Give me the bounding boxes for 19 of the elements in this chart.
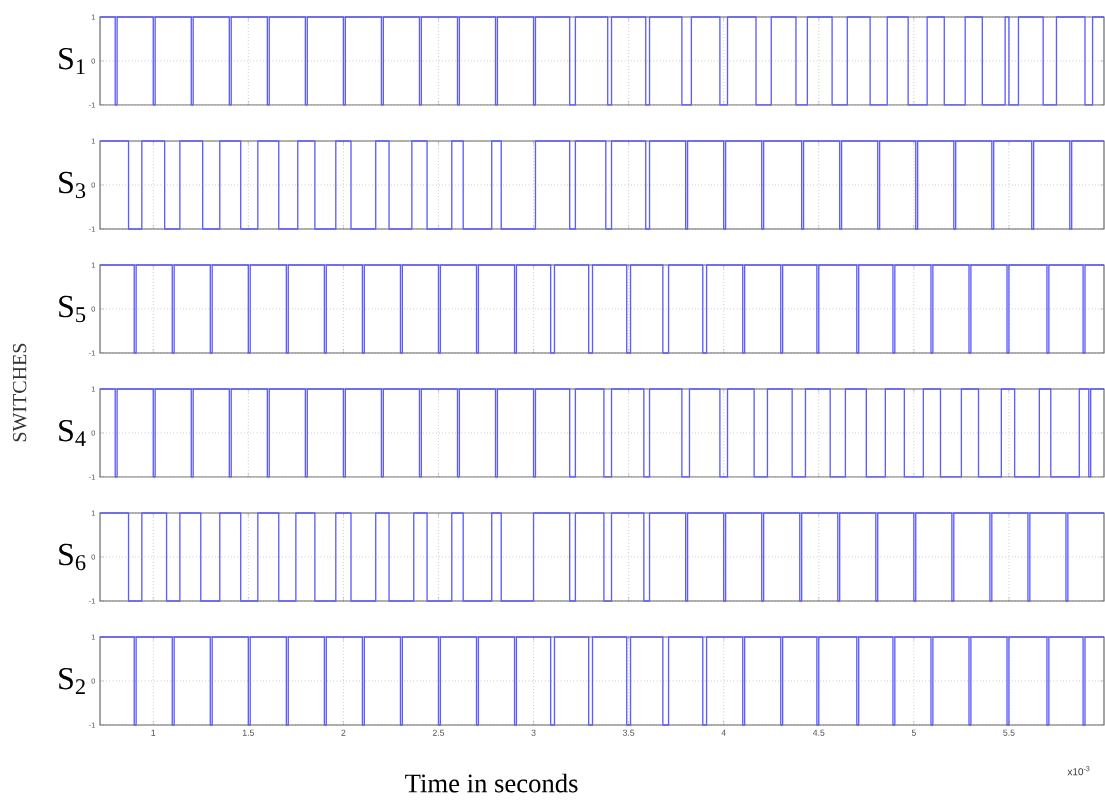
x-tick-label: 5 <box>911 729 916 736</box>
x-tick-label: 2 <box>341 729 346 736</box>
x-tick-label: 1.5 <box>242 729 254 736</box>
x-tick-label: 1 <box>151 729 156 736</box>
y-axis-title: S$_{3}$ <box>59 171 86 199</box>
y-axis-title: S$_{4}$ <box>59 419 86 447</box>
x-tick-label: 2.5 <box>432 729 445 736</box>
y-axis-title: S$_{5}$ <box>59 295 86 323</box>
x-tick-label: 5.5 <box>1003 729 1015 736</box>
x-tick-label: 3.5 <box>622 729 635 736</box>
y-axis-title: S$_{1}$ <box>59 47 85 75</box>
x-tick-label: 4.5 <box>812 729 825 736</box>
text: x10$^{-3}$ <box>1067 766 1090 776</box>
text: SWITCHES <box>12 343 27 442</box>
y-axis-title: S$_{2}$ <box>59 667 85 695</box>
x-axis-title: Time in seconds <box>405 773 578 793</box>
x-tick-label: 4 <box>721 729 726 736</box>
y-axis-title: S$_{6}$ <box>59 543 86 571</box>
x-tick-label: 3 <box>531 729 536 736</box>
